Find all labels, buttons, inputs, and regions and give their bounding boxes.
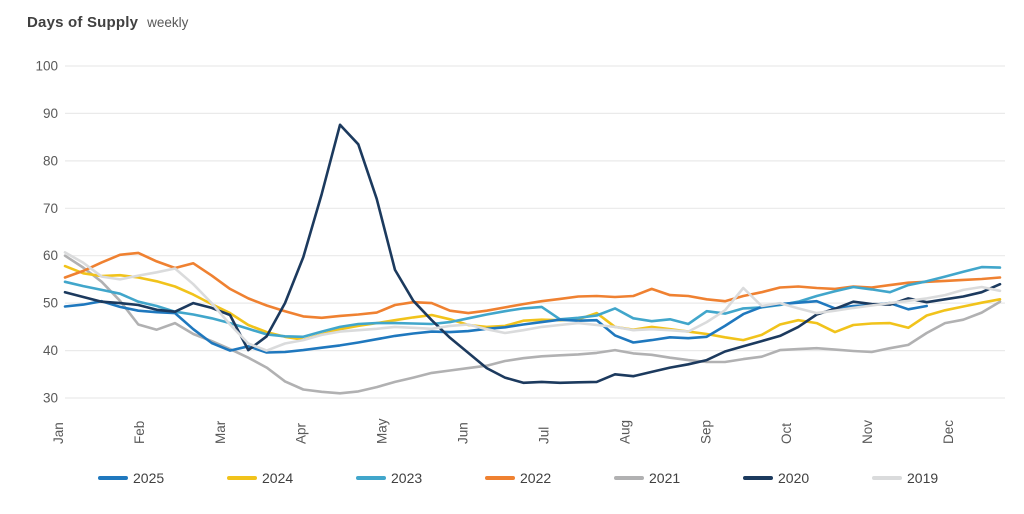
legend-label: 2022 xyxy=(520,470,552,486)
x-axis-tick-label: Feb xyxy=(132,421,147,444)
legend-label: 2023 xyxy=(391,470,423,486)
x-axis-tick-label: Jan xyxy=(51,422,66,444)
chart-header: Days of Supply weekly xyxy=(27,14,188,32)
line-chart: 100 90 80 70 60 50 40 30 Jan Feb Mar Apr May Jun Jul Au… xyxy=(35,59,1005,444)
legend-label: 2020 xyxy=(778,470,810,486)
legend-swatch-2021 xyxy=(614,476,644,480)
chart-title: Days of Supply xyxy=(27,14,139,31)
legend-label: 2025 xyxy=(133,470,165,486)
series-line-2020 xyxy=(63,123,1002,385)
y-axis-tick-label: 60 xyxy=(43,248,58,263)
y-axis-tick-label: 90 xyxy=(43,106,58,121)
chart-legend: 2025 2024 2023 2022 2021 2020 2019 xyxy=(0,470,1024,486)
series-line-2021 xyxy=(63,254,1002,395)
legend-swatch-2025 xyxy=(98,476,128,480)
legend-label: 2021 xyxy=(649,470,681,486)
x-axis-tick-label: Jul xyxy=(537,427,552,444)
x-axis-tick-label: May xyxy=(375,418,390,444)
x-axis-tick-label: Aug xyxy=(617,420,632,444)
x-axis-tick-label: Mar xyxy=(213,420,228,444)
x-axis-tick-label: Dec xyxy=(941,420,956,444)
series-line-2023 xyxy=(63,265,1002,339)
legend-swatch-2024 xyxy=(227,476,257,480)
y-axis-tick-label: 50 xyxy=(43,296,58,311)
legend-swatch-2019 xyxy=(872,476,902,480)
legend-item-2020[interactable]: 2020 xyxy=(743,470,872,486)
legend-swatch-2022 xyxy=(485,476,515,480)
legend-item-2021[interactable]: 2021 xyxy=(614,470,743,486)
series-line-2019 xyxy=(63,251,1002,352)
series-line-2024 xyxy=(63,264,1002,342)
y-axis-tick-label: 40 xyxy=(43,343,58,358)
x-axis-tick-label: Nov xyxy=(860,420,875,444)
x-axis-tick-label: Oct xyxy=(779,423,794,444)
y-axis-tick-label: 70 xyxy=(43,201,58,216)
legend-item-2023[interactable]: 2023 xyxy=(356,470,485,486)
legend-item-2024[interactable]: 2024 xyxy=(227,470,356,486)
legend-item-2022[interactable]: 2022 xyxy=(485,470,614,486)
x-axis-tick-label: Apr xyxy=(294,422,309,444)
series-line-2022 xyxy=(63,251,1002,320)
legend-swatch-2023 xyxy=(356,476,386,480)
legend-label: 2019 xyxy=(907,470,939,486)
x-axis-tick-label: Sep xyxy=(698,420,713,444)
legend-item-2025[interactable]: 2025 xyxy=(98,470,227,486)
x-axis-tick-label: Jun xyxy=(456,422,471,444)
legend-swatch-2020 xyxy=(743,476,773,480)
y-axis-tick-label: 100 xyxy=(35,59,58,74)
legend-item-2019[interactable]: 2019 xyxy=(872,470,1001,486)
y-axis-tick-label: 80 xyxy=(43,153,58,168)
chart-subtitle: weekly xyxy=(147,15,189,30)
legend-label: 2024 xyxy=(262,470,294,486)
y-axis-tick-label: 30 xyxy=(43,391,58,406)
